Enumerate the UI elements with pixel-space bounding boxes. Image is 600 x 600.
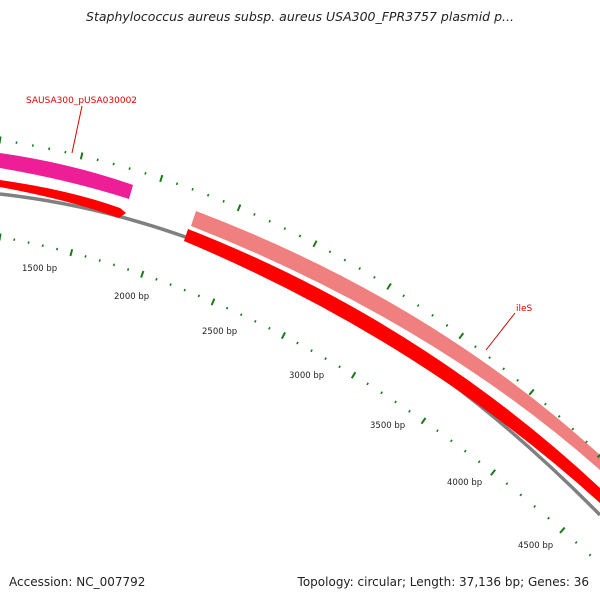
ruler-minor-tick bbox=[432, 314, 433, 316]
ruler-minor-tick bbox=[325, 358, 326, 360]
backbone-arc bbox=[0, 194, 600, 515]
ruler-minor-tick bbox=[446, 325, 447, 327]
ruler-label-4500: 4500 bp bbox=[518, 541, 553, 551]
ruler-major-tick bbox=[0, 137, 1, 144]
ruler-minor-tick bbox=[269, 327, 270, 329]
ruler-major-tick bbox=[459, 333, 463, 339]
ruler-minor-tick bbox=[572, 428, 574, 430]
ruler-major-tick bbox=[81, 153, 83, 160]
ruler-minor-tick bbox=[558, 416, 560, 418]
ruler-minor-tick bbox=[114, 264, 115, 266]
ruler-minor-tick bbox=[223, 200, 224, 202]
ruler-major-tick bbox=[491, 470, 495, 476]
ruler-minor-tick bbox=[517, 379, 519, 381]
feature-leader-iles bbox=[486, 313, 515, 350]
ruler-label-3000: 3000 bp bbox=[289, 371, 324, 381]
ruler-minor-tick bbox=[269, 220, 270, 222]
ruler-minor-tick bbox=[28, 241, 29, 243]
ruler-minor-tick bbox=[344, 259, 345, 261]
ruler-minor-tick bbox=[184, 289, 185, 291]
ruler-minor-tick bbox=[534, 506, 536, 508]
ruler-minor-tick bbox=[520, 494, 522, 496]
gene-left-magenta bbox=[0, 153, 133, 199]
ruler-minor-tick bbox=[65, 151, 66, 153]
ruler-minor-tick bbox=[99, 259, 100, 261]
ruler-minor-tick bbox=[311, 350, 312, 352]
ruler-major-tick bbox=[141, 271, 143, 278]
ruler-minor-tick bbox=[586, 441, 588, 443]
ruler-minor-tick bbox=[57, 248, 58, 250]
ruler-minor-tick bbox=[128, 268, 129, 270]
ruler-minor-tick bbox=[403, 295, 404, 297]
ruler-minor-tick bbox=[43, 245, 44, 247]
ruler-label-2500: 2500 bp bbox=[202, 327, 237, 337]
ruler-minor-tick bbox=[192, 188, 193, 190]
ruler-minor-tick bbox=[299, 235, 300, 237]
ruler-major-tick bbox=[282, 332, 285, 338]
ruler-major-tick bbox=[212, 299, 215, 305]
ruler-major-tick bbox=[560, 528, 565, 533]
ruler-minor-tick bbox=[85, 255, 86, 257]
ruler-minor-tick bbox=[437, 430, 438, 432]
ruler-minor-tick bbox=[506, 483, 508, 485]
ruler-major-tick bbox=[160, 175, 162, 182]
ruler-minor-tick bbox=[177, 183, 178, 185]
ruler-minor-tick bbox=[241, 314, 242, 316]
ruler-major-tick bbox=[352, 372, 356, 378]
feature-label-sausa300[interactable]: SAUSA300_pUSA030002 bbox=[26, 96, 137, 106]
ruler-minor-tick bbox=[545, 403, 547, 405]
ruler-minor-tick bbox=[409, 410, 410, 412]
ruler-minor-tick bbox=[49, 148, 50, 150]
ruler-minor-tick bbox=[548, 517, 550, 519]
ruler-major-tick bbox=[422, 418, 426, 424]
ruler-minor-tick bbox=[145, 172, 146, 174]
ruler-label-3500: 3500 bp bbox=[370, 421, 405, 431]
ruler-major-tick bbox=[387, 284, 391, 290]
ruler-major-tick bbox=[238, 205, 241, 212]
topology-summary-text: Topology: circular; Length: 37,136 bp; G… bbox=[298, 575, 589, 589]
ruler-minor-tick bbox=[227, 307, 228, 309]
ruler-minor-tick bbox=[465, 450, 467, 452]
accession-text: Accession: NC_007792 bbox=[9, 575, 145, 589]
ruler-major-tick bbox=[70, 249, 72, 256]
feature-label-iles[interactable]: ileS bbox=[516, 304, 533, 314]
ruler-major-tick bbox=[529, 390, 534, 395]
ruler-minor-tick bbox=[339, 366, 340, 368]
ruler-minor-tick bbox=[451, 440, 452, 442]
ruler-minor-tick bbox=[395, 401, 396, 403]
ruler-minor-tick bbox=[575, 542, 577, 544]
ruler-label-2000: 2000 bp bbox=[114, 292, 149, 302]
ruler-major-tick bbox=[0, 234, 1, 241]
ruler-minor-tick bbox=[97, 159, 98, 161]
feature-leader-sausa300 bbox=[72, 106, 82, 153]
ruler-major-tick bbox=[313, 241, 316, 247]
ruler-minor-tick bbox=[129, 167, 130, 169]
ruler-minor-tick bbox=[113, 163, 114, 165]
ruler-minor-tick bbox=[33, 144, 34, 146]
ruler-minor-tick bbox=[254, 213, 255, 215]
ruler-minor-tick bbox=[475, 346, 477, 348]
ruler-minor-tick bbox=[255, 320, 256, 322]
ruler-minor-tick bbox=[329, 251, 330, 253]
ruler-minor-tick bbox=[198, 295, 199, 297]
ruler-minor-tick bbox=[156, 278, 157, 280]
ruler-minor-tick bbox=[418, 305, 419, 307]
ruler-label-1500: 1500 bp bbox=[22, 264, 57, 274]
ruler-minor-tick bbox=[381, 392, 382, 394]
ruler-label-4000: 4000 bp bbox=[447, 478, 482, 488]
ruler-minor-tick bbox=[489, 357, 490, 359]
ruler-minor-tick bbox=[297, 342, 298, 344]
ruler-minor-tick bbox=[478, 461, 480, 463]
ruler-minor-tick bbox=[503, 368, 505, 370]
ruler-minor-tick bbox=[367, 383, 368, 385]
ruler-minor-tick bbox=[359, 268, 360, 270]
cds-right-dark bbox=[184, 229, 600, 503]
ruler-minor-tick bbox=[284, 228, 285, 230]
ruler-labels: 1500 bp 2000 bp 2500 bp 3000 bp 3500 bp … bbox=[22, 264, 553, 551]
ruler-minor-tick bbox=[589, 554, 591, 556]
ruler-minor-tick bbox=[208, 194, 209, 196]
ruler-minor-tick bbox=[374, 276, 375, 278]
ruler-minor-tick bbox=[170, 284, 171, 286]
